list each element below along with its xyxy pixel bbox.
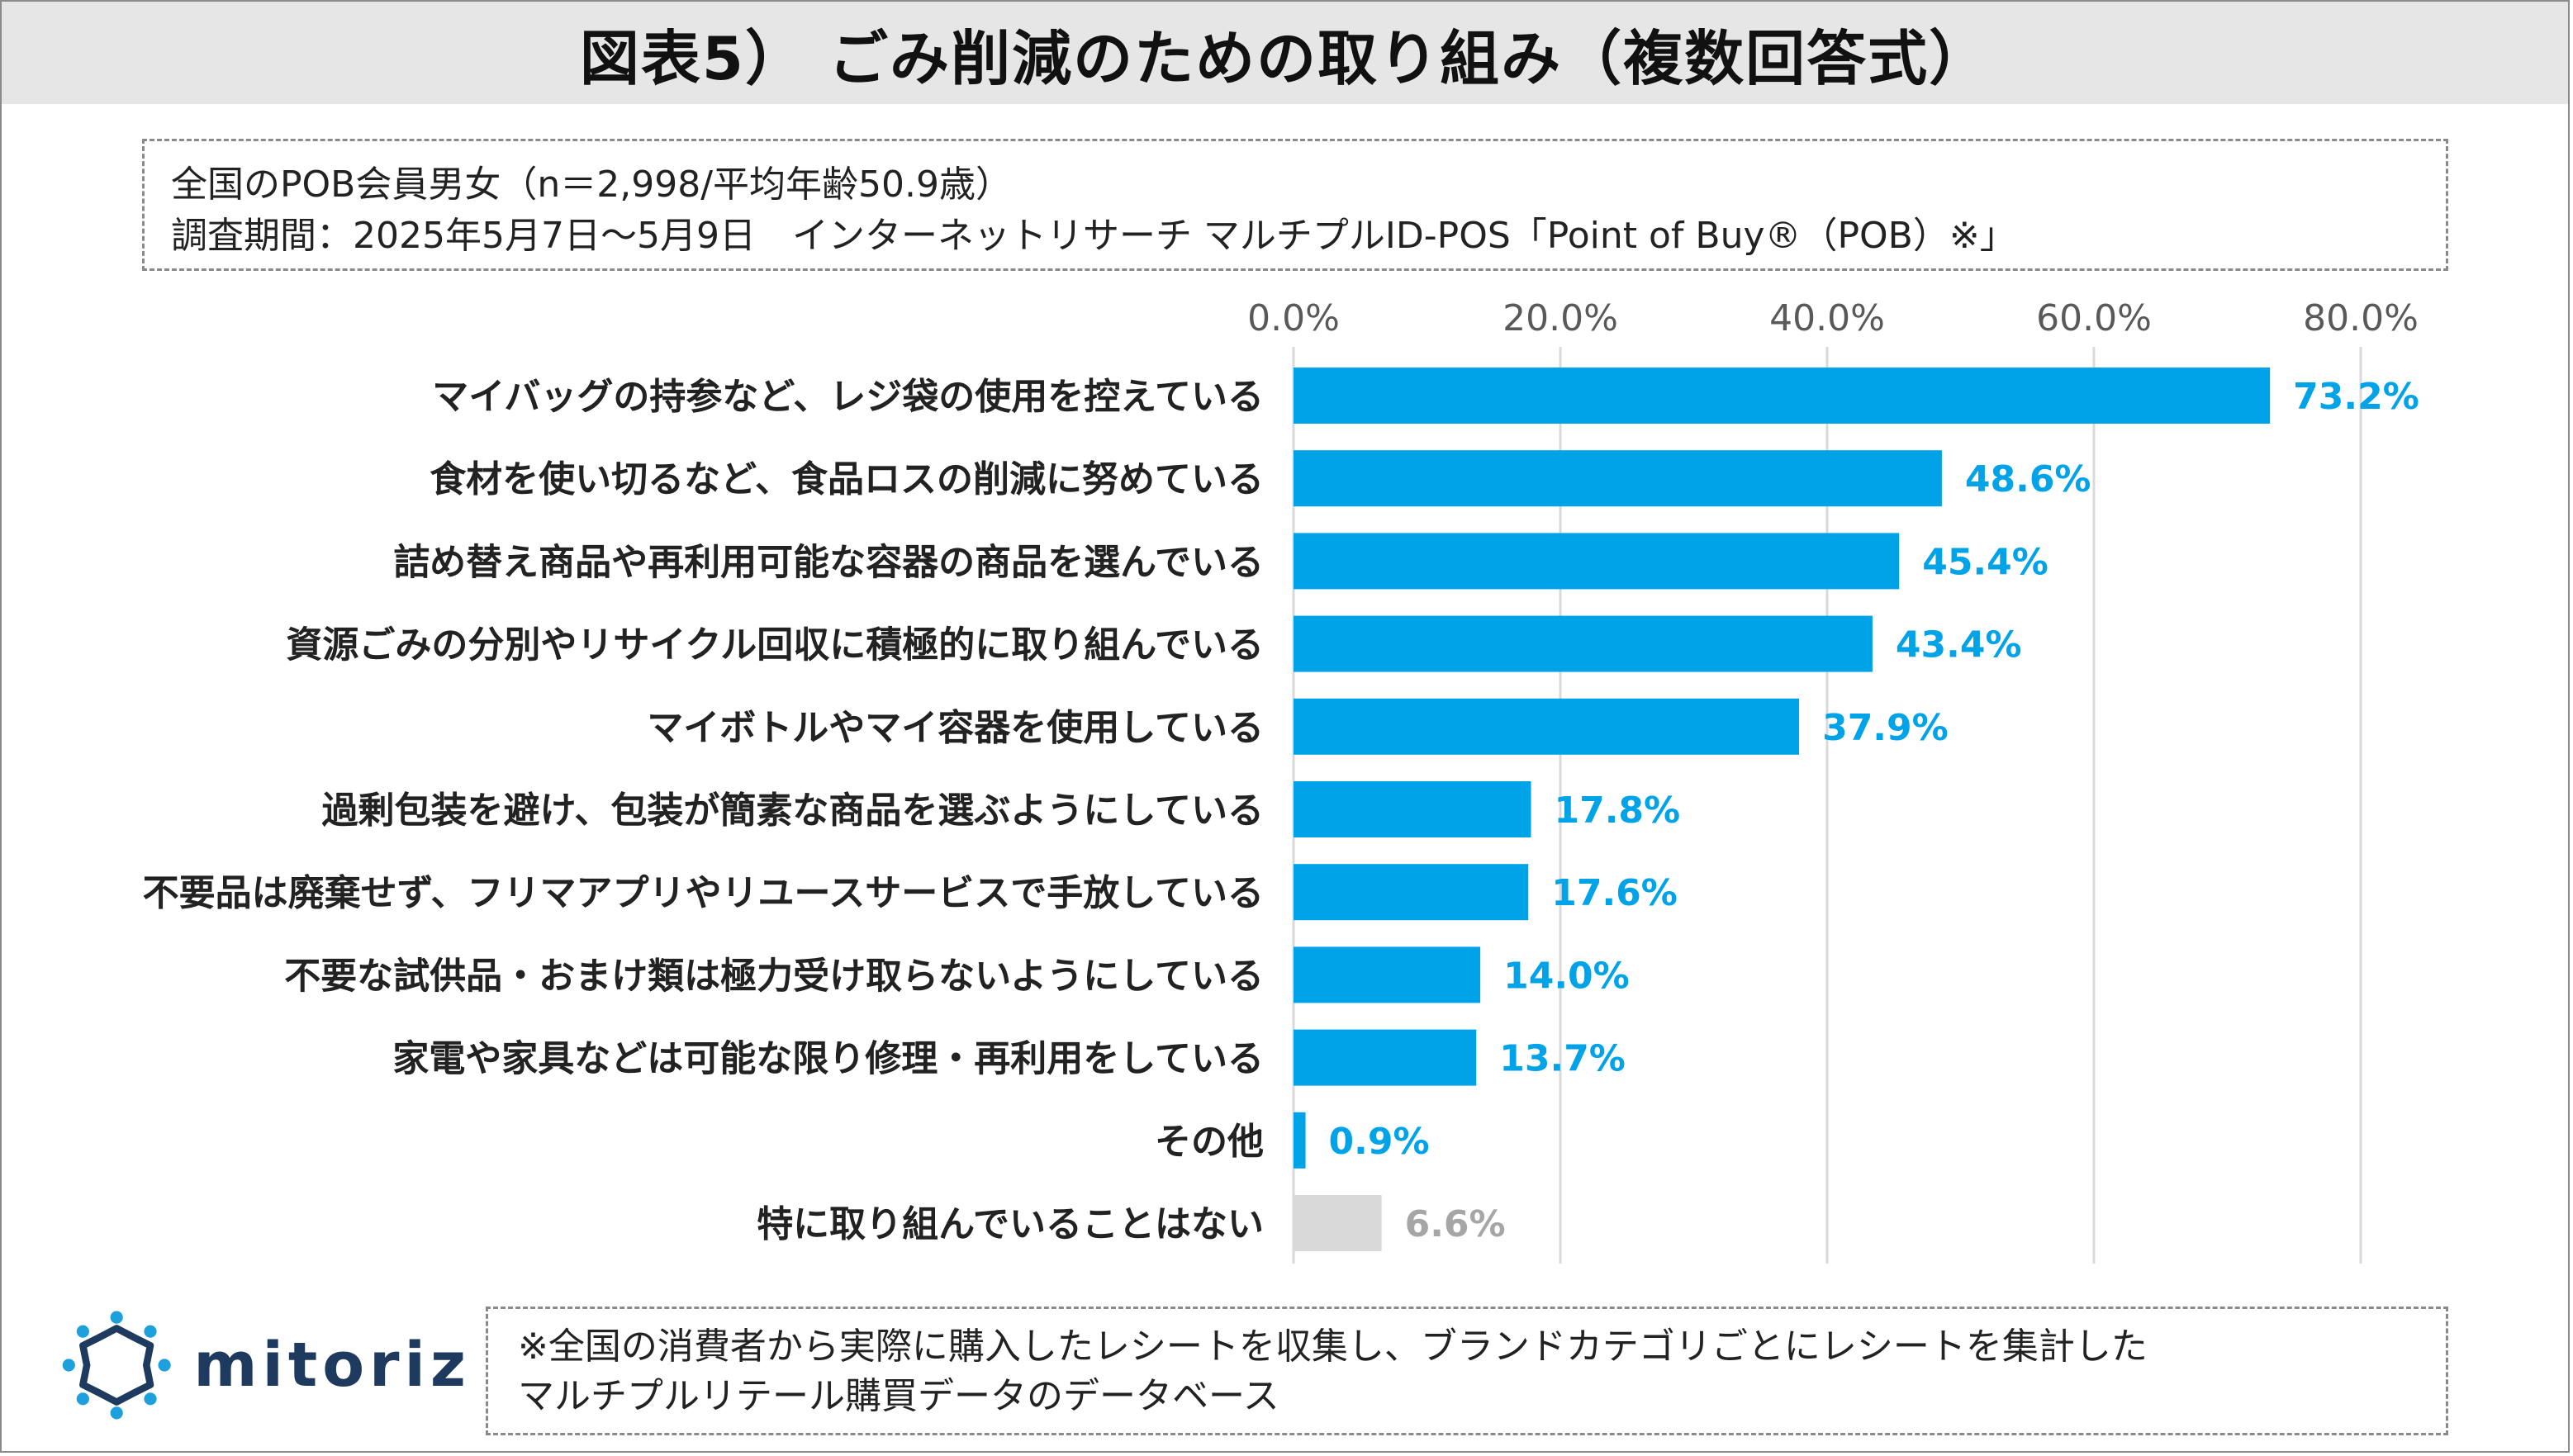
- bar-10: [1294, 1195, 1382, 1251]
- survey-info-line-2: 調査期間：2025年5月7日～5月9日 インターネットリサーチ マルチプルID-…: [171, 215, 2016, 257]
- mitoriz-logo: mitoriz: [58, 1303, 471, 1427]
- bar-9: [1294, 1112, 1306, 1169]
- footnote-box: ※全国の消費者から実際に購入したレシートを収集し、ブランドカテゴリごとにレシート…: [486, 1307, 2448, 1435]
- survey-info-box: 全国のPOB会員男女（n＝2,998/平均年齢50.9歳） 調査期間：2025年…: [142, 139, 2448, 271]
- value-label-9: 0.9%: [1329, 1121, 1430, 1163]
- value-label-0: 73.2%: [2293, 376, 2419, 418]
- category-label-0: マイバッグの持参など、レジ袋の使用を控えている: [432, 376, 1264, 418]
- value-label-7: 14.0%: [1503, 955, 1630, 997]
- title-bar: 図表5） ごみ削減のための取り組み（複数回答式）: [2, 2, 2568, 104]
- category-label-5: 過剰包装を避け、包装が簡素な商品を選ぶようにしている: [322, 790, 1264, 832]
- category-label-7: 不要な試供品・おまけ類は極力受け取らないようにしている: [284, 955, 1264, 997]
- bar-chart: 0.0% 20.0% 40.0% 60.0% 80.0% マイバッグの持参など、レジ袋の使…: [143, 297, 2419, 1264]
- chart-title: 図表5） ごみ削減のための取り組み（複数回答式）: [579, 23, 1991, 93]
- value-label-10: 6.6%: [1405, 1203, 1506, 1245]
- footnote-line-2: マルチプルリテール購買データのデータベース: [518, 1375, 1279, 1417]
- logo-ring: [79, 1325, 154, 1406]
- value-label-2: 45.4%: [1922, 541, 2048, 583]
- mitoriz-logo-mark-icon: [62, 1311, 171, 1420]
- value-label-4: 37.9%: [1822, 707, 1949, 749]
- bar-2: [1294, 533, 1900, 590]
- category-label-9: その他: [1155, 1121, 1264, 1163]
- x-tick-label-1: 20.0%: [1502, 297, 1618, 339]
- value-label-8: 13.7%: [1499, 1038, 1626, 1080]
- x-tick-label-4: 80.0%: [2303, 297, 2419, 339]
- survey-info-line-1: 全国のPOB会員男女（n＝2,998/平均年齢50.9歳）: [171, 164, 1012, 206]
- value-label-6: 17.6%: [1551, 872, 1678, 914]
- bar-3: [1294, 615, 1873, 672]
- category-label-4: マイボトルやマイ容器を使用している: [647, 707, 1264, 749]
- x-tick-label-0: 0.0%: [1247, 297, 1340, 339]
- footnote-line-1: ※全国の消費者から実際に購入したレシートを収集し、ブランドカテゴリごとにレシート…: [518, 1326, 2148, 1368]
- mitoriz-logo-text: mitoriz: [193, 1330, 471, 1401]
- category-label-1: 食材を使い切るなど、食品ロスの削減に努めている: [430, 458, 1264, 500]
- category-label-2: 詰め替え商品や再利用可能な容器の商品を選んでいる: [393, 541, 1264, 583]
- category-label-10: 特に取り組んでいることはない: [757, 1203, 1264, 1245]
- value-label-5: 17.8%: [1554, 790, 1680, 832]
- bar-7: [1294, 946, 1481, 1003]
- bar-0: [1294, 368, 2271, 424]
- x-tick-label-3: 60.0%: [2036, 297, 2152, 339]
- bar-5: [1294, 781, 1531, 837]
- category-label-6: 不要品は廃棄せず、フリマアプリやリユースサービスで手放している: [143, 872, 1264, 914]
- value-label-3: 43.4%: [1896, 624, 2022, 666]
- bar-1: [1294, 450, 1942, 507]
- bar-6: [1294, 864, 1529, 921]
- category-label-8: 家電や家具などは可能な限り修理・再利用をしている: [392, 1038, 1264, 1080]
- bar-8: [1294, 1029, 1477, 1086]
- category-label-3: 資源ごみの分別やリサイクル回収に積極的に取り組んでいる: [286, 624, 1264, 666]
- bar-4: [1294, 698, 1800, 755]
- x-tick-label-2: 40.0%: [1769, 297, 1885, 339]
- value-label-1: 48.6%: [1965, 458, 2091, 500]
